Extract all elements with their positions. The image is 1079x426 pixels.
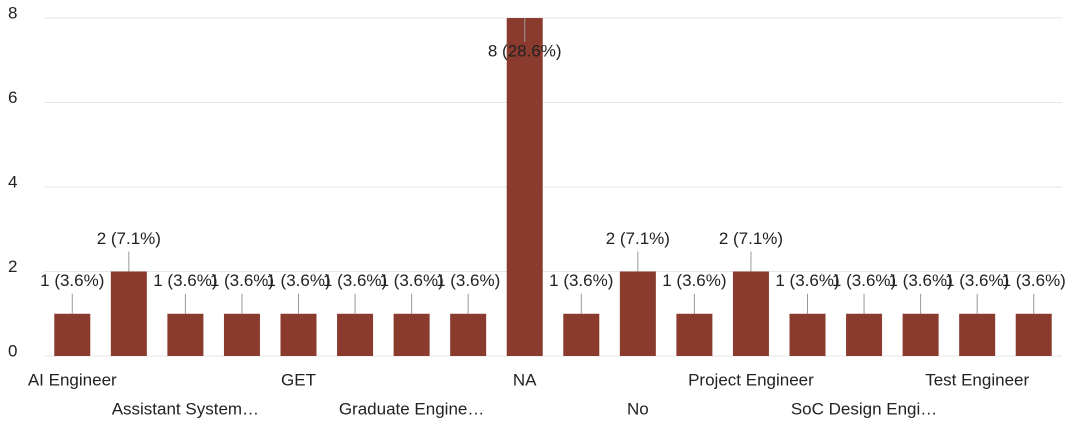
- value-label: 1 (3.6%): [266, 271, 330, 290]
- bar: [223, 313, 260, 356]
- bar: [732, 271, 769, 356]
- value-label: 1 (3.6%): [153, 271, 217, 290]
- x-tick-label: SoC Design Engi…: [791, 399, 937, 418]
- bar: [959, 313, 996, 356]
- x-tick-label: NA: [513, 370, 537, 389]
- value-label: 1 (3.6%): [549, 271, 613, 290]
- y-tick-label: 8: [8, 3, 17, 22]
- bar: [846, 313, 883, 356]
- bar: [676, 313, 713, 356]
- bar: [506, 18, 543, 356]
- value-label: 2 (7.1%): [97, 229, 161, 248]
- value-label: 1 (3.6%): [888, 271, 952, 290]
- bar: [280, 313, 317, 356]
- bar: [450, 313, 487, 356]
- value-label: 1 (3.6%): [945, 271, 1009, 290]
- x-tick-label: Test Engineer: [925, 370, 1029, 389]
- bar: [1015, 313, 1052, 356]
- value-label: 1 (3.6%): [775, 271, 839, 290]
- y-tick-label: 6: [8, 88, 17, 107]
- value-label: 2 (7.1%): [606, 229, 670, 248]
- x-tick-label: No: [627, 399, 649, 418]
- bar: [393, 313, 430, 356]
- bar: [110, 271, 147, 356]
- bar: [337, 313, 374, 356]
- y-tick-label: 0: [8, 341, 17, 360]
- x-tick-label: GET: [281, 370, 316, 389]
- bar: [902, 313, 939, 356]
- bar: [167, 313, 204, 356]
- y-tick-label: 2: [8, 257, 17, 276]
- bar: [54, 313, 91, 356]
- value-label: 1 (3.6%): [40, 271, 104, 290]
- bar: [789, 313, 826, 356]
- value-label: 1 (3.6%): [379, 271, 443, 290]
- value-label: 2 (7.1%): [719, 229, 783, 248]
- y-tick-label: 4: [8, 172, 17, 191]
- bar: [563, 313, 600, 356]
- x-tick-label: Graduate Engine…: [339, 399, 485, 418]
- value-label: 1 (3.6%): [210, 271, 274, 290]
- x-tick-label: Assistant System…: [112, 399, 259, 418]
- value-label: 8 (28.6%): [488, 41, 562, 60]
- bar: [619, 271, 656, 356]
- value-label: 1 (3.6%): [832, 271, 896, 290]
- value-label: 1 (3.6%): [1002, 271, 1066, 290]
- x-tick-label: Project Engineer: [688, 370, 814, 389]
- value-label: 1 (3.6%): [662, 271, 726, 290]
- value-label: 1 (3.6%): [436, 271, 500, 290]
- x-tick-label: AI Engineer: [28, 370, 117, 389]
- value-label: 1 (3.6%): [323, 271, 387, 290]
